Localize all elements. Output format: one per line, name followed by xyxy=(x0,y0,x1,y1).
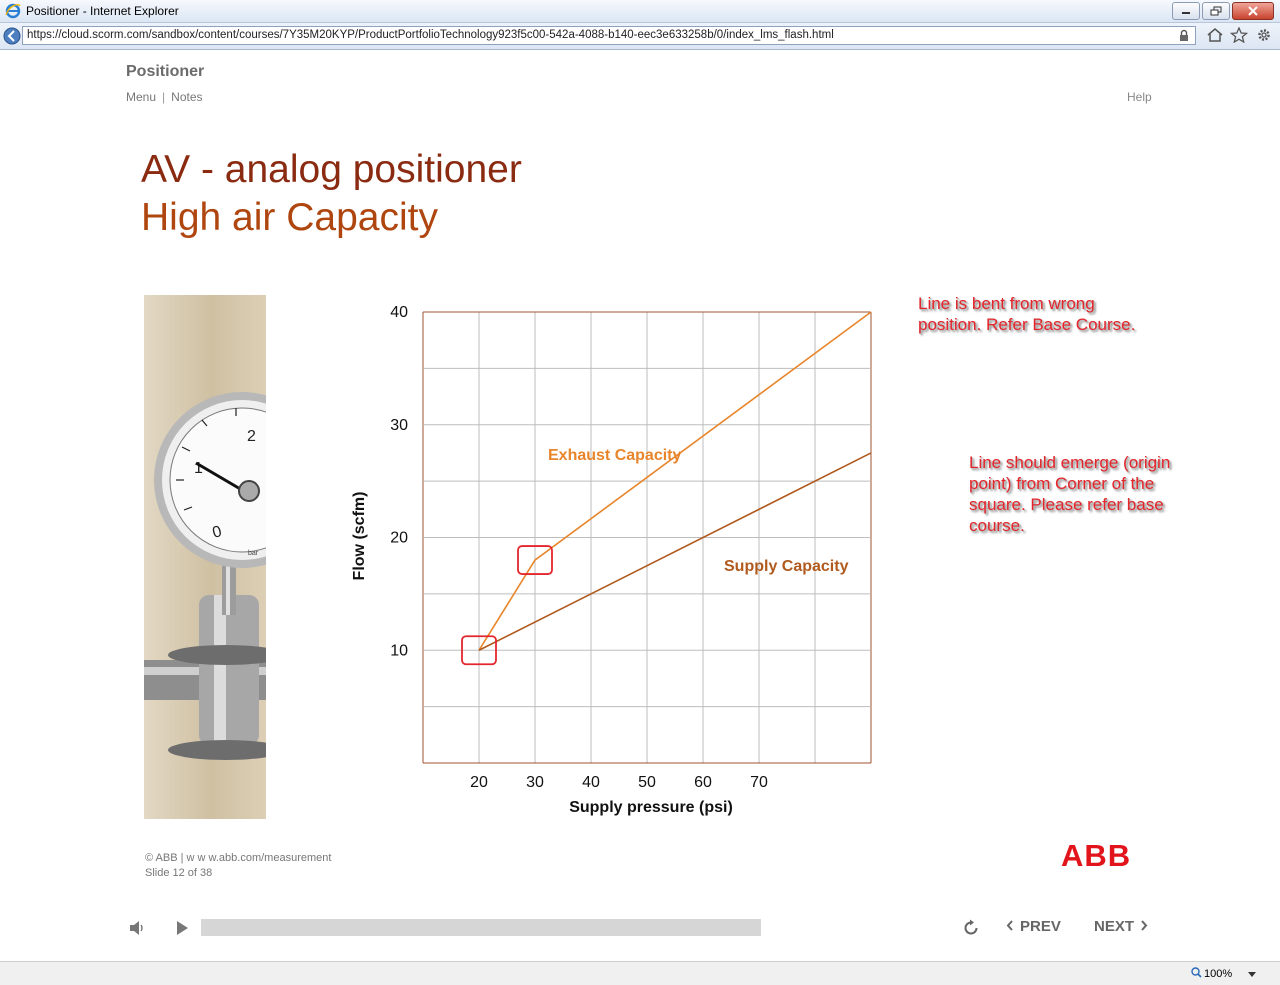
close-icon xyxy=(1248,6,1258,16)
prev-label: PREV xyxy=(1020,918,1061,935)
x-tick-label: 20 xyxy=(470,774,488,791)
volume-icon[interactable] xyxy=(128,920,146,936)
ie-logo-icon xyxy=(5,3,21,19)
x-tick-label: 60 xyxy=(694,774,712,791)
close-button[interactable] xyxy=(1232,2,1274,20)
chevron-right-icon xyxy=(1141,920,1148,931)
favorites-star-icon[interactable] xyxy=(1230,27,1248,43)
lock-icon[interactable] xyxy=(1179,29,1189,42)
next-button[interactable]: NEXT xyxy=(1094,918,1148,935)
replay-icon[interactable] xyxy=(962,919,980,937)
x-axis-ticks: 20 30 40 50 60 70 xyxy=(470,774,768,791)
url-text: https://cloud.scorm.com/sandbox/content/… xyxy=(27,29,834,41)
x-axis-label: Supply pressure (psi) xyxy=(569,799,733,816)
url-field[interactable]: https://cloud.scorm.com/sandbox/content/… xyxy=(22,26,1196,45)
series-line-exhaust-capacity xyxy=(478,311,872,651)
restore-icon xyxy=(1210,6,1222,16)
minimize-icon xyxy=(1182,12,1190,14)
svg-text:2: 2 xyxy=(247,428,256,445)
window-titlebar: Positioner - Internet Explorer xyxy=(0,0,1280,23)
back-icon[interactable] xyxy=(3,27,21,45)
y-tick-label: 40 xyxy=(390,304,408,321)
series-line-supply-capacity xyxy=(478,452,872,651)
zoom-level[interactable]: 100% xyxy=(1191,967,1232,980)
nav-separator: | xyxy=(162,90,166,104)
play-icon[interactable] xyxy=(175,920,189,936)
zoom-value: 100% xyxy=(1204,968,1233,980)
menu-link[interactable]: Menu xyxy=(126,90,157,104)
player-nav: Menu | Notes xyxy=(126,90,203,104)
x-tick-label: 50 xyxy=(638,774,656,791)
notes-link[interactable]: Notes xyxy=(171,90,203,104)
x-tick-label: 70 xyxy=(750,774,768,791)
y-axis-ticks: 10 20 30 40 xyxy=(390,304,408,659)
settings-gear-icon[interactable] xyxy=(1255,27,1273,43)
svg-text:0: 0 xyxy=(211,523,224,542)
review-annotation-1: Line is bent from wrong position. Refer … xyxy=(918,294,1136,334)
footer-copyright: © ABB | w w w.abb.com/measurement xyxy=(145,852,332,864)
highlight-box xyxy=(517,545,553,575)
series-label-supply-capacity: Supply Capacity xyxy=(724,558,849,575)
pressure-gauge-photo: 0 1 2 bar xyxy=(144,295,266,819)
highlight-boxes xyxy=(461,545,553,666)
help-link[interactable]: Help xyxy=(1127,90,1152,104)
zoom-icon xyxy=(1191,967,1202,978)
chart-series xyxy=(478,311,872,651)
progress-bar[interactable] xyxy=(201,919,761,936)
y-tick-label: 10 xyxy=(390,642,408,659)
window-title: Positioner - Internet Explorer xyxy=(26,4,179,18)
home-icon[interactable] xyxy=(1206,27,1224,43)
x-tick-label: 30 xyxy=(526,774,544,791)
series-label-exhaust-capacity: Exhaust Capacity xyxy=(548,447,681,464)
svg-text:bar: bar xyxy=(248,550,259,557)
restore-button[interactable] xyxy=(1202,2,1230,20)
status-bar: 100% xyxy=(0,961,1280,985)
pressure-gauge-illustration: 0 1 2 bar xyxy=(144,392,266,760)
svg-text:1: 1 xyxy=(194,460,203,477)
slide-counter: Slide 12 of 38 xyxy=(145,867,213,879)
y-axis-label: Flow (scfm) xyxy=(351,492,368,581)
abb-logo: ABB xyxy=(1061,838,1132,873)
slide-subtitle: High air Capacity xyxy=(141,196,438,239)
minimize-button[interactable] xyxy=(1172,2,1200,20)
y-tick-label: 20 xyxy=(390,530,408,547)
zoom-dropdown-icon[interactable] xyxy=(1248,972,1256,977)
chart-grid xyxy=(422,311,872,764)
y-tick-label: 30 xyxy=(390,417,408,434)
review-annotation-2: Line should emerge (origin point) from C… xyxy=(969,453,1171,535)
highlight-box xyxy=(461,635,497,666)
x-tick-label: 40 xyxy=(582,774,600,791)
prev-button[interactable]: PREV xyxy=(1006,918,1061,935)
flow-chart: 10 20 30 40 20 30 40 50 60 70 Supply pressure (p… xyxy=(351,304,872,816)
next-label: NEXT xyxy=(1094,918,1135,935)
chevron-left-icon xyxy=(1006,920,1013,931)
course-title: Positioner xyxy=(126,63,205,80)
slide-title: AV - analog positioner xyxy=(141,148,522,191)
address-bar: https://cloud.scorm.com/sandbox/content/… xyxy=(0,23,1280,50)
